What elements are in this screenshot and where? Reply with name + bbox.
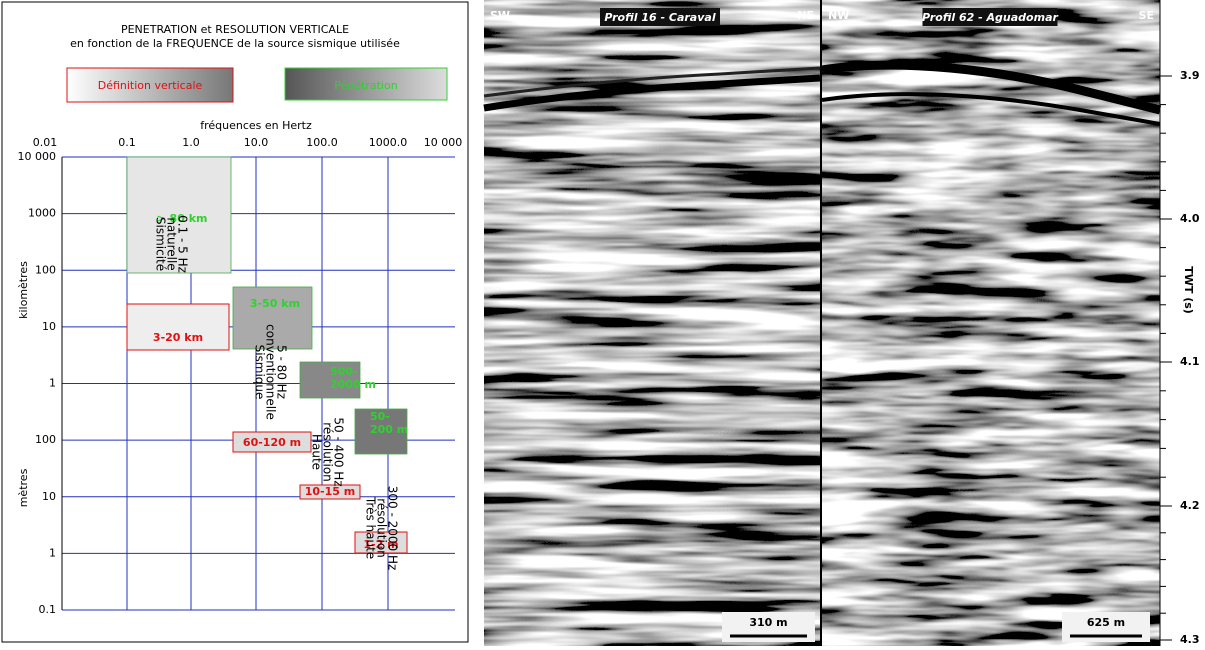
source-label: 5 - 80 Hz [275, 345, 289, 399]
resolution-label: 3-20 km [153, 331, 203, 344]
profile-title-bg [922, 8, 1058, 26]
y-tick-label: 100 [35, 263, 56, 276]
source-label: Très haute [364, 496, 378, 559]
direction-label: SW [490, 9, 510, 22]
x-tick-label: 100.0 [306, 136, 338, 149]
x-tick-label: 10.0 [244, 136, 269, 149]
resolution-box [354, 531, 408, 554]
resolution-box [232, 431, 312, 453]
title-line: en fonction de la FREQUENCE de la source… [70, 37, 400, 50]
penetration-box [299, 361, 361, 399]
twt-tick-label: 4.1 [1180, 355, 1200, 368]
resolution-box [299, 484, 361, 500]
source-label: naturelle [165, 217, 179, 270]
penetration-label: 2000 m [330, 378, 376, 391]
direction-label: NE [797, 9, 814, 22]
y-tick-label: 100 [35, 433, 56, 446]
reflectors [483, 60, 1162, 126]
twt-title: TWT (s) [1182, 266, 1195, 314]
resolution-label: 60-120 m [243, 436, 301, 449]
y-axis-title: kilomètres [17, 261, 30, 319]
y-tick-label: 0.1 [39, 603, 57, 616]
twt-tick-label: 4.2 [1180, 499, 1200, 512]
y-tick-label: 1 [49, 546, 56, 559]
penetration-label: > 80 km [157, 212, 208, 225]
x-tick-label: 1000.0 [369, 136, 408, 149]
source-label: conventionnelle [264, 324, 278, 420]
penetration-box [354, 408, 408, 455]
source-label: 300 - 2000 Hz [386, 486, 400, 571]
legend-label: Pénétration [334, 79, 397, 92]
legend-box [284, 67, 448, 101]
source-label: 0.1 - 5 Hz [176, 215, 190, 273]
penetration-label: 3-50 km [250, 297, 300, 310]
y-tick-label: 1 [49, 377, 56, 390]
x-tick-label: 0.01 [33, 136, 58, 149]
profile-title: Profil 62 - Aguadomar [922, 11, 1058, 24]
resolution-label: 1-2 m [363, 538, 398, 551]
resolution-box [126, 303, 230, 351]
title-line: PENETRATION et RESOLUTION VERTICALE [121, 23, 349, 36]
source-label: résolution [321, 422, 335, 482]
x-tick-label: 0.1 [118, 136, 136, 149]
x-tick-label: 10 000 [424, 136, 463, 149]
x-tick-label: 1.0 [182, 136, 200, 149]
source-label: Haute [310, 434, 324, 470]
y-axis-title: mètres [17, 468, 30, 507]
y-tick-label: 10 [42, 490, 56, 503]
penetration-label: 50- [370, 410, 390, 423]
direction-label: NW [828, 9, 849, 22]
twt-tick-label: 3.9 [1180, 69, 1200, 82]
y-tick-label: 10 [42, 320, 56, 333]
profile-title: Profil 16 - Caraval [604, 11, 715, 24]
penetration-box [232, 286, 313, 350]
twt-tick-label: 4.0 [1180, 212, 1200, 225]
resolution-label: 10-15 m [305, 485, 355, 498]
y-tick-label: 1000 [28, 207, 56, 220]
source-label: Sismicité [154, 217, 168, 271]
penetration-label: 200 m [370, 423, 408, 436]
profile-title-bg [600, 8, 720, 26]
legend-box [66, 67, 234, 103]
source-label: résolution [375, 498, 389, 558]
scale-label: 625 m [1087, 616, 1125, 629]
scale-label: 310 m [749, 616, 787, 629]
legend-label: Définition verticale [98, 79, 203, 92]
direction-label: SE [1139, 9, 1154, 22]
seismic-profile [822, 0, 1160, 646]
penetration-box [126, 156, 232, 274]
x-axis-title: fréquences en Hertz [200, 119, 312, 132]
twt-tick-label: 4.3 [1180, 633, 1200, 646]
y-tick-label: 10 000 [18, 150, 57, 163]
source-label: Sismique [253, 345, 267, 400]
source-label: 50 - 400 Hz [332, 417, 346, 486]
penetration-label: 500- [330, 365, 358, 378]
seismic-profile [484, 0, 820, 646]
